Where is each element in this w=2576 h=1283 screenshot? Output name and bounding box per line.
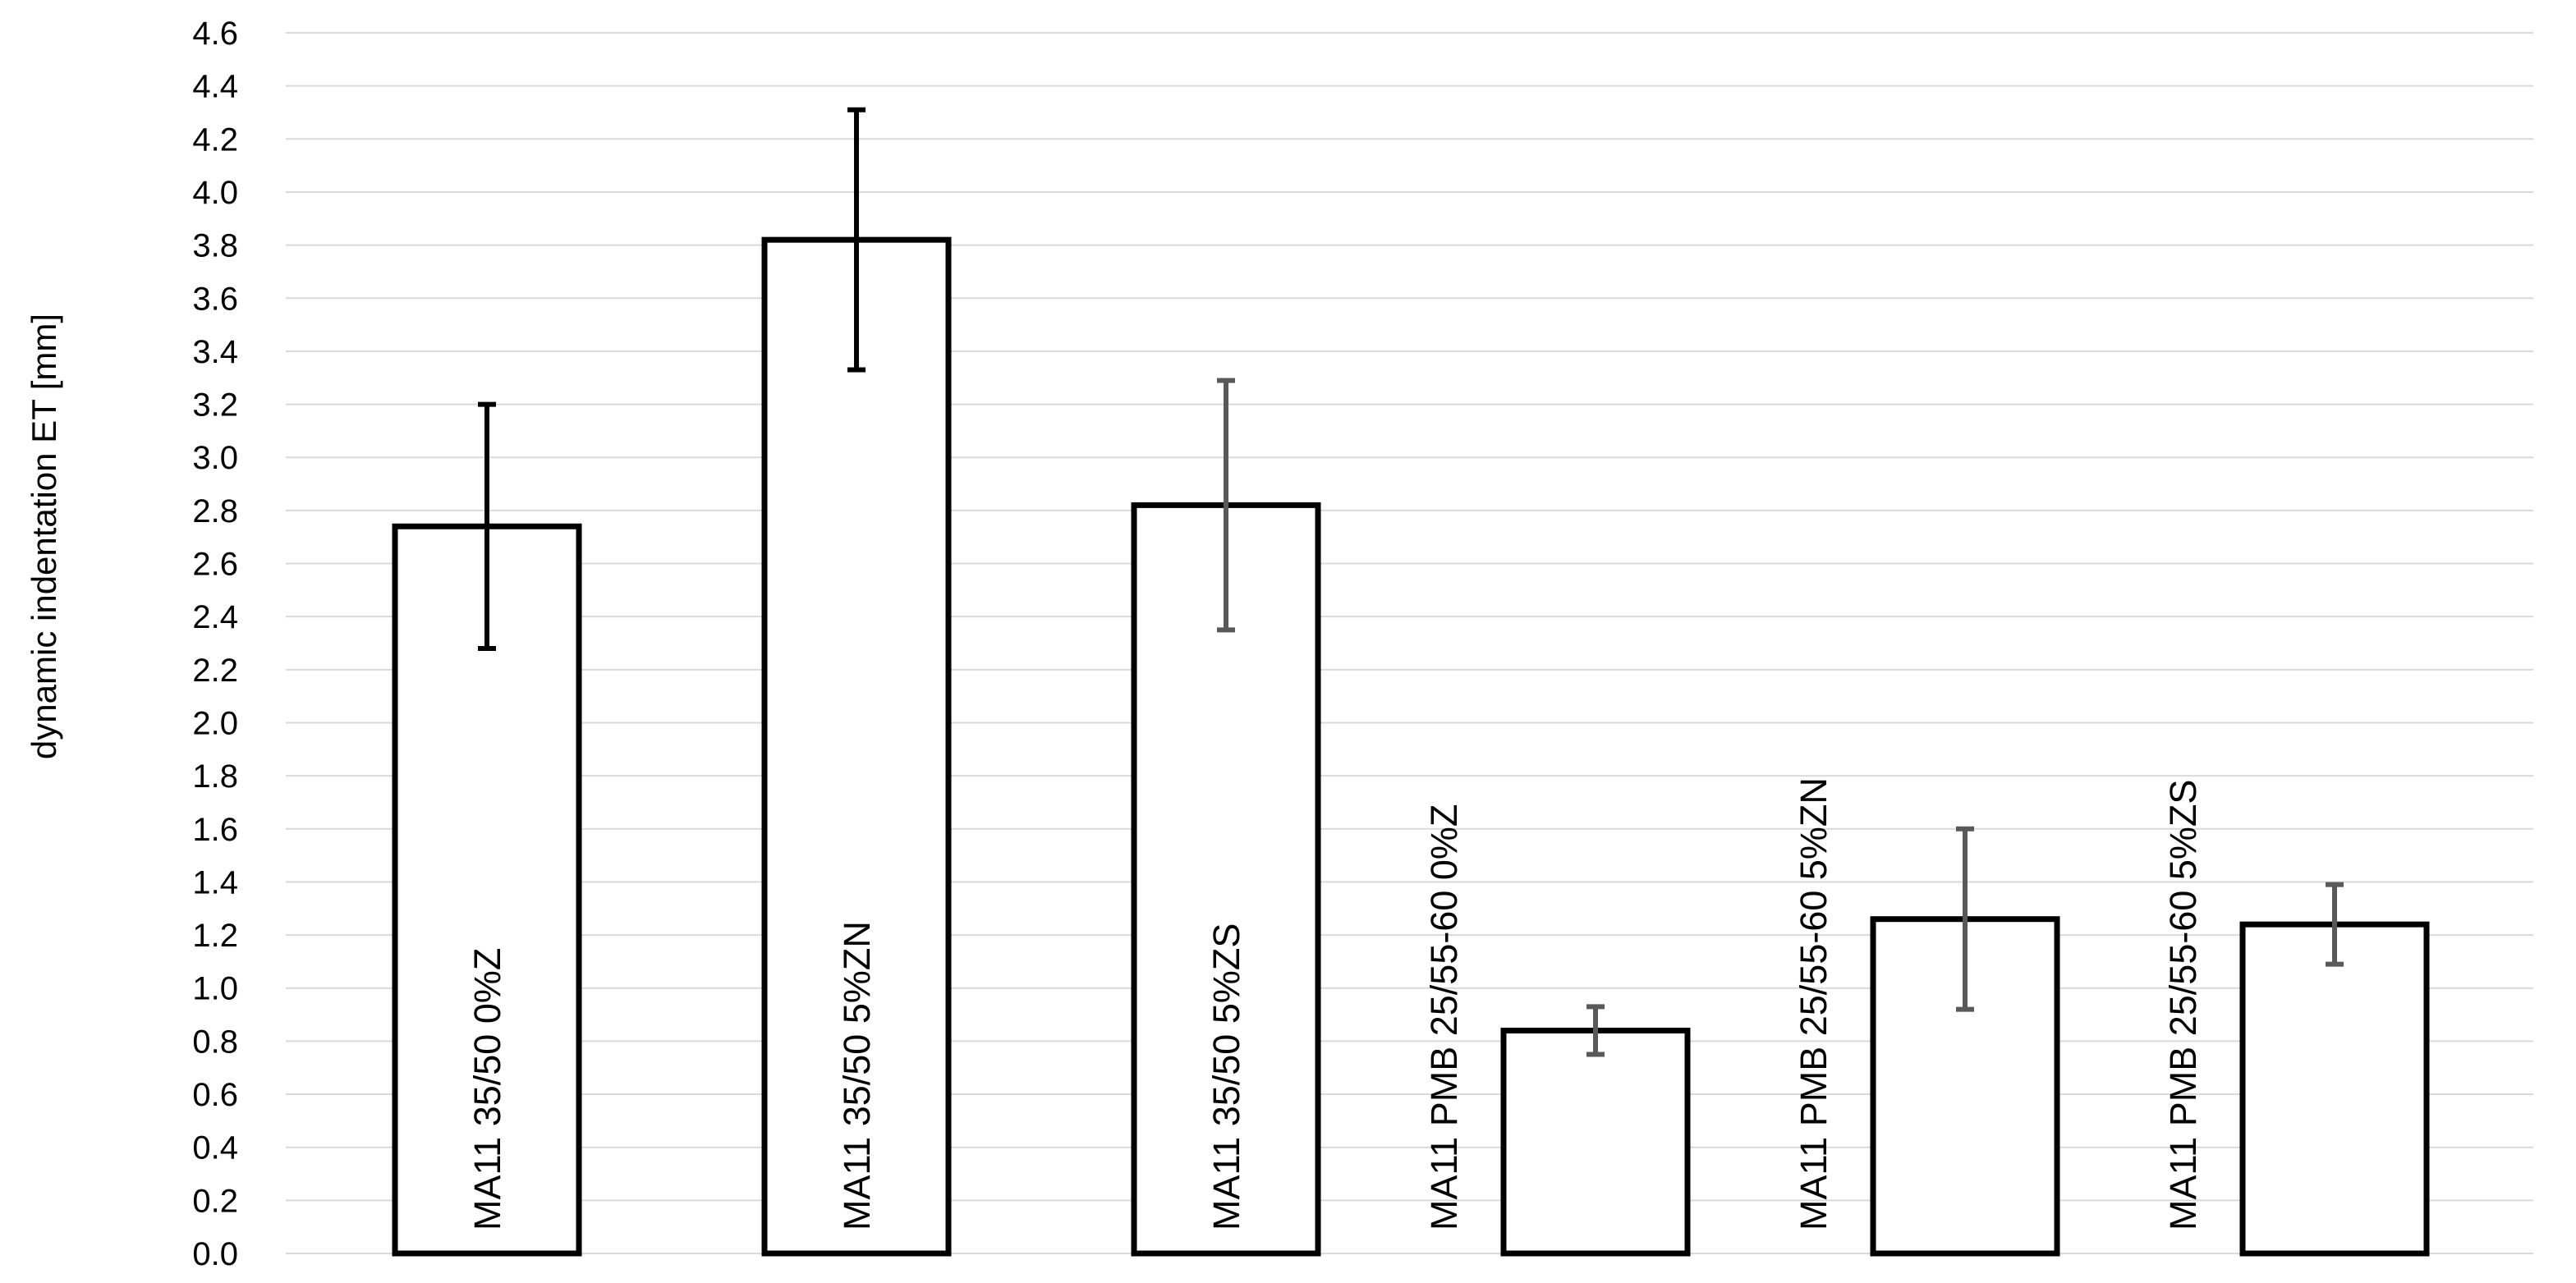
category-label: MA11 PMB 25/55-60 5%ZN [1793, 777, 1834, 1230]
category-label: MA11 35/50 5%ZN [836, 921, 878, 1230]
y-tick-label: 2.6 [192, 547, 238, 583]
y-tick-label: 3.2 [192, 387, 238, 424]
y-tick-label: 2.4 [192, 599, 238, 635]
y-tick-label: 1.0 [192, 971, 238, 1007]
y-tick-label: 4.4 [192, 69, 238, 105]
y-tick-label: 4.0 [192, 175, 238, 211]
bar [2239, 921, 2430, 1257]
y-tick-label: 3.8 [192, 228, 238, 264]
y-tick-label: 0.8 [192, 1024, 238, 1060]
y-tick-label: 0.2 [192, 1183, 238, 1219]
y-tick-label: 1.4 [192, 864, 238, 900]
y-axis-ticks: 0.0 0.2 0.4 0.6 0.8 1.0 1.2 1.4 1.6 1.8 2.0 2.2 2.4 2… [192, 16, 238, 1272]
category-label: MA11 PMB 25/55-60 5%ZS [2162, 780, 2204, 1230]
y-tick-label: 2.0 [192, 705, 238, 741]
error-bar [478, 401, 496, 651]
category-label: MA11 35/50 0%Z [466, 948, 508, 1230]
error-bar [1586, 1004, 1605, 1057]
y-tick-label: 1.6 [192, 812, 238, 848]
y-tick-label: 4.2 [192, 121, 238, 158]
category-label: MA11 35/50 5%ZS [1205, 923, 1247, 1230]
bar [761, 236, 952, 1257]
error-bar [1217, 378, 1235, 633]
error-bar [2326, 882, 2344, 967]
y-tick-label: 1.2 [192, 918, 238, 954]
gridlines [286, 32, 2533, 1254]
y-tick-label: 2.2 [192, 653, 238, 689]
y-tick-label: 3.6 [192, 281, 238, 317]
bars [392, 107, 2430, 1257]
y-tick-label: 1.8 [192, 758, 238, 795]
error-bar [1956, 826, 1974, 1012]
y-tick-label: 0.6 [192, 1077, 238, 1113]
category-label: MA11 PMB 25/55-60 0%Z [1423, 804, 1465, 1230]
y-tick-label: 0.4 [192, 1130, 238, 1166]
error-bar [847, 107, 866, 373]
bar [1500, 1027, 1691, 1257]
y-tick-label: 0.0 [192, 1236, 238, 1272]
y-tick-label: 3.0 [192, 440, 238, 476]
y-tick-label: 3.4 [192, 334, 238, 370]
y-tick-label: 2.8 [192, 493, 238, 529]
y-axis-title: dynamic indentation ET [mm] [25, 314, 63, 759]
category-labels: MA11 35/50 0%Z MA11 35/50 5%ZN MA11 35/50 … [466, 777, 2204, 1230]
y-tick-label: 4.6 [192, 16, 238, 52]
